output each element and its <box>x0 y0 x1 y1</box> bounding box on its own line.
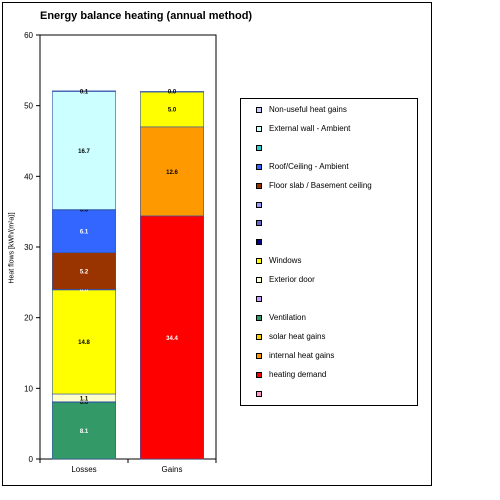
data-label: 34.4 <box>166 336 178 342</box>
data-label: 0.1 <box>80 90 89 96</box>
legend-swatch <box>256 182 262 189</box>
legend-label: heating demand <box>269 369 327 379</box>
legend-swatch <box>256 314 262 321</box>
bar-segment <box>140 91 204 93</box>
legend-swatch <box>256 333 262 340</box>
legend-label: Exterior door <box>269 275 315 285</box>
legend-label: Floor slab / Basement ceiling <box>269 180 372 190</box>
legend-label: solar heat gains <box>269 331 326 341</box>
bar-segment <box>52 90 116 92</box>
legend-swatch <box>256 125 262 132</box>
legend-swatch <box>256 201 262 208</box>
y-tick-label: 0 <box>29 455 34 464</box>
data-label: 12.6 <box>166 170 178 176</box>
data-label: 14.8 <box>78 340 90 346</box>
legend: Non-useful heat gains External wall - Amb… <box>240 98 418 406</box>
y-tick-label: 20 <box>24 314 33 323</box>
legend-swatch <box>256 107 262 113</box>
bar-segment <box>140 215 204 460</box>
data-label: 6.1 <box>80 230 89 236</box>
bar-segment <box>52 209 116 253</box>
x-tick-label: Losses <box>71 465 96 474</box>
legend-swatch <box>256 390 262 397</box>
data-label: 0.0 <box>80 208 89 214</box>
data-label: 1.1 <box>80 396 89 402</box>
y-tick-label: 50 <box>24 102 33 111</box>
data-label: 0.0 <box>80 400 89 406</box>
bar-segment <box>52 91 116 210</box>
legend-swatch <box>256 258 262 265</box>
legend-swatch <box>256 239 262 246</box>
legend-label: internal heat gains <box>269 350 335 360</box>
legend-swatch <box>256 371 262 378</box>
y-tick-label: 10 <box>24 384 33 393</box>
y-tick-label: 60 <box>24 31 33 40</box>
legend-label: Roof/Ceiling - Ambient <box>269 161 349 171</box>
legend-label: Non-useful heat gains <box>269 105 347 114</box>
data-label: 0.0 <box>168 90 177 96</box>
bar-segment <box>52 289 116 395</box>
legend-swatch <box>256 163 262 170</box>
bar-segment <box>140 91 204 128</box>
legend-label: Windows <box>269 256 302 266</box>
y-tick-label: 40 <box>24 172 33 181</box>
bar-segment <box>140 126 204 217</box>
legend-swatch <box>256 352 262 359</box>
data-label: 8.1 <box>80 429 89 435</box>
data-label: 5.0 <box>168 108 177 114</box>
data-label: 0.0 <box>80 287 89 293</box>
bar-segment <box>52 401 116 460</box>
legend-swatch <box>256 277 262 284</box>
legend-swatch <box>256 296 262 302</box>
data-label: 5.2 <box>80 270 89 276</box>
chart-title: Energy balance heating (annual method) <box>40 10 253 22</box>
legend-label: Ventilation <box>269 312 306 322</box>
data-label: 16.7 <box>78 149 90 155</box>
legend-label: External wall - Ambient <box>269 123 351 133</box>
x-tick-label: Gains <box>162 465 183 474</box>
legend-swatch <box>256 220 262 227</box>
legend-swatch <box>256 144 262 151</box>
bar-segment <box>52 252 116 290</box>
y-tick-label: 30 <box>24 243 33 252</box>
